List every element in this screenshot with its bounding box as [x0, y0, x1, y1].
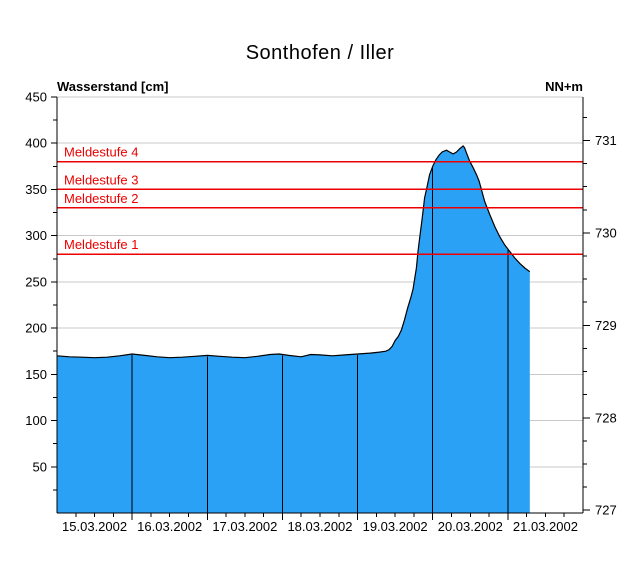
left-axis-caption: Wasserstand [cm] — [57, 79, 169, 94]
left-tick-label: 50 — [33, 459, 47, 474]
left-tick-label: 400 — [25, 136, 47, 151]
date-label: 21.03.2002 — [513, 519, 578, 534]
left-tick-label: 200 — [25, 321, 47, 336]
chart-title: Sonthofen / Iller — [245, 42, 395, 64]
right-tick-label: 729 — [595, 318, 617, 333]
left-tick-label: 350 — [25, 182, 47, 197]
left-tick-label: 450 — [25, 90, 47, 105]
date-label: 17.03.2002 — [212, 519, 277, 534]
left-tick-label: 300 — [25, 228, 47, 243]
right-tick-label: 730 — [595, 225, 617, 240]
date-label: 20.03.2002 — [438, 519, 503, 534]
right-tick-label: 731 — [595, 133, 617, 148]
hydrograph-line — [56, 145, 531, 359]
warning-label-2: Meldestufe 2 — [64, 191, 138, 206]
warning-label-4: Meldestufe 4 — [64, 145, 138, 160]
date-label: 19.03.2002 — [363, 519, 428, 534]
right-axis-caption: NN+m — [545, 79, 583, 94]
left-tick-label: 150 — [25, 367, 47, 382]
right-tick-label: 728 — [595, 410, 617, 425]
hydrograph-area — [57, 146, 530, 513]
left-tick-label: 100 — [25, 413, 47, 428]
date-label: 15.03.2002 — [62, 519, 127, 534]
left-tick-label: 250 — [25, 274, 47, 289]
date-label: 18.03.2002 — [287, 519, 352, 534]
right-tick-label: 727 — [595, 503, 617, 518]
warning-label-3: Meldestufe 3 — [64, 172, 138, 187]
warning-label-1: Meldestufe 1 — [64, 237, 138, 252]
date-label: 16.03.2002 — [137, 519, 202, 534]
